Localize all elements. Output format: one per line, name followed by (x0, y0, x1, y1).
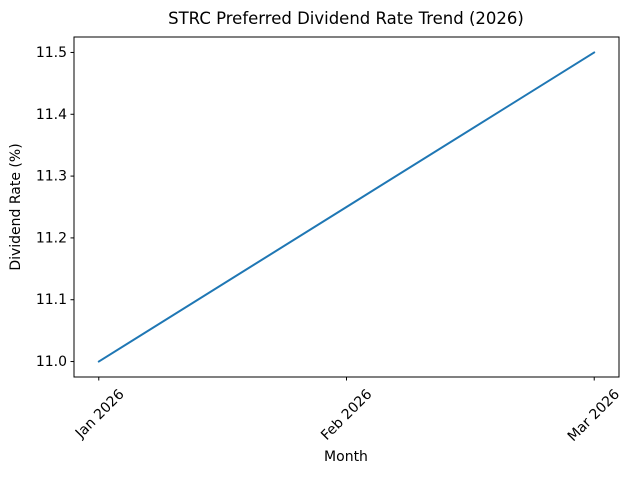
chart-title: STRC Preferred Dividend Rate Trend (2026… (168, 9, 524, 28)
y-axis-tick-label: 11.0 (36, 354, 67, 370)
y-axis-tick-label: 11.5 (36, 45, 67, 61)
x-axis-label: Month (324, 449, 368, 465)
y-axis-tick-label: 11.2 (36, 230, 67, 246)
y-axis-tick-label: 11.3 (36, 169, 67, 185)
x-axis-tick-label: Feb 2026 (318, 386, 375, 443)
y-axis-tick-label: 11.4 (36, 107, 67, 123)
x-axis-tick-label: Mar 2026 (565, 386, 623, 444)
x-axis-tick-label: Jan 2026 (72, 386, 128, 442)
y-axis-label: Dividend Rate (%) (8, 143, 24, 270)
trend-line (97, 51, 596, 363)
plot-area: 11.0 11.1 11.2 11.3 11.4 11.5 Jan 2026 Feb 2026… (36, 36, 623, 445)
y-axis-tick-label: 11.1 (36, 292, 67, 308)
